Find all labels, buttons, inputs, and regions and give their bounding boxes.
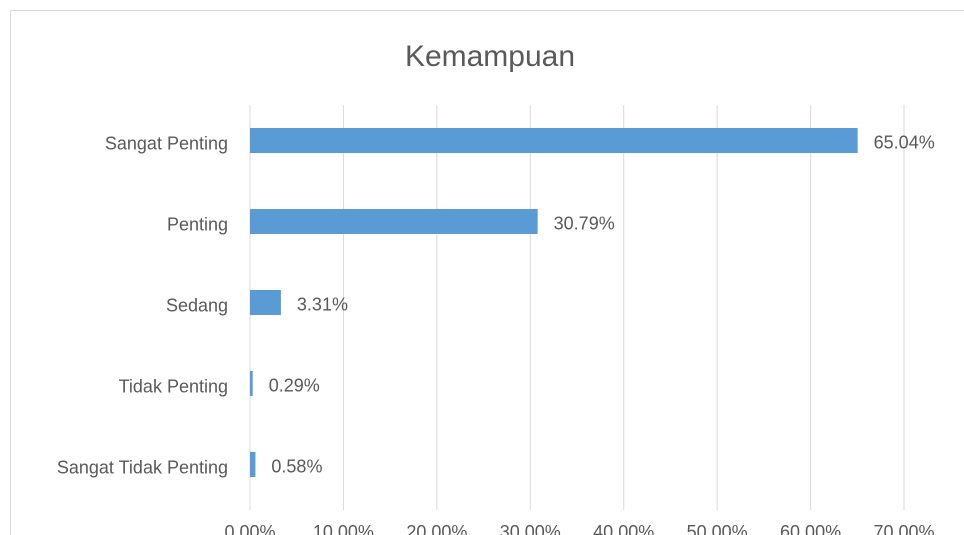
bar bbox=[250, 290, 281, 315]
bar bbox=[250, 371, 253, 396]
data-label: 30.79% bbox=[554, 213, 615, 233]
y-tick-label: Tidak Penting bbox=[119, 376, 228, 396]
x-tick-label: 30.00% bbox=[500, 522, 561, 535]
x-tick-label: 40.00% bbox=[593, 522, 654, 535]
x-tick-label: 60.00% bbox=[780, 522, 841, 535]
bar bbox=[250, 452, 256, 477]
y-tick-label: Sangat Penting bbox=[105, 133, 228, 153]
y-tick-label: Sedang bbox=[166, 295, 228, 315]
data-label: 0.29% bbox=[269, 375, 320, 395]
data-label: 0.58% bbox=[271, 456, 322, 476]
bar bbox=[250, 128, 858, 153]
x-tick-label: 10.00% bbox=[313, 522, 374, 535]
x-tick-label: 20.00% bbox=[406, 522, 467, 535]
y-tick-label: Penting bbox=[167, 214, 228, 234]
x-tick-label: 0.00% bbox=[224, 522, 275, 535]
y-tick-label: Sangat Tidak Penting bbox=[57, 457, 228, 477]
data-label: 3.31% bbox=[297, 294, 348, 314]
data-label: 65.04% bbox=[874, 132, 935, 152]
bar bbox=[250, 209, 538, 234]
chart-frame bbox=[10, 10, 964, 535]
x-tick-label: 50.00% bbox=[687, 522, 748, 535]
chart-title: Kemampuan bbox=[405, 40, 575, 73]
x-tick-label: 70.00% bbox=[873, 522, 934, 535]
